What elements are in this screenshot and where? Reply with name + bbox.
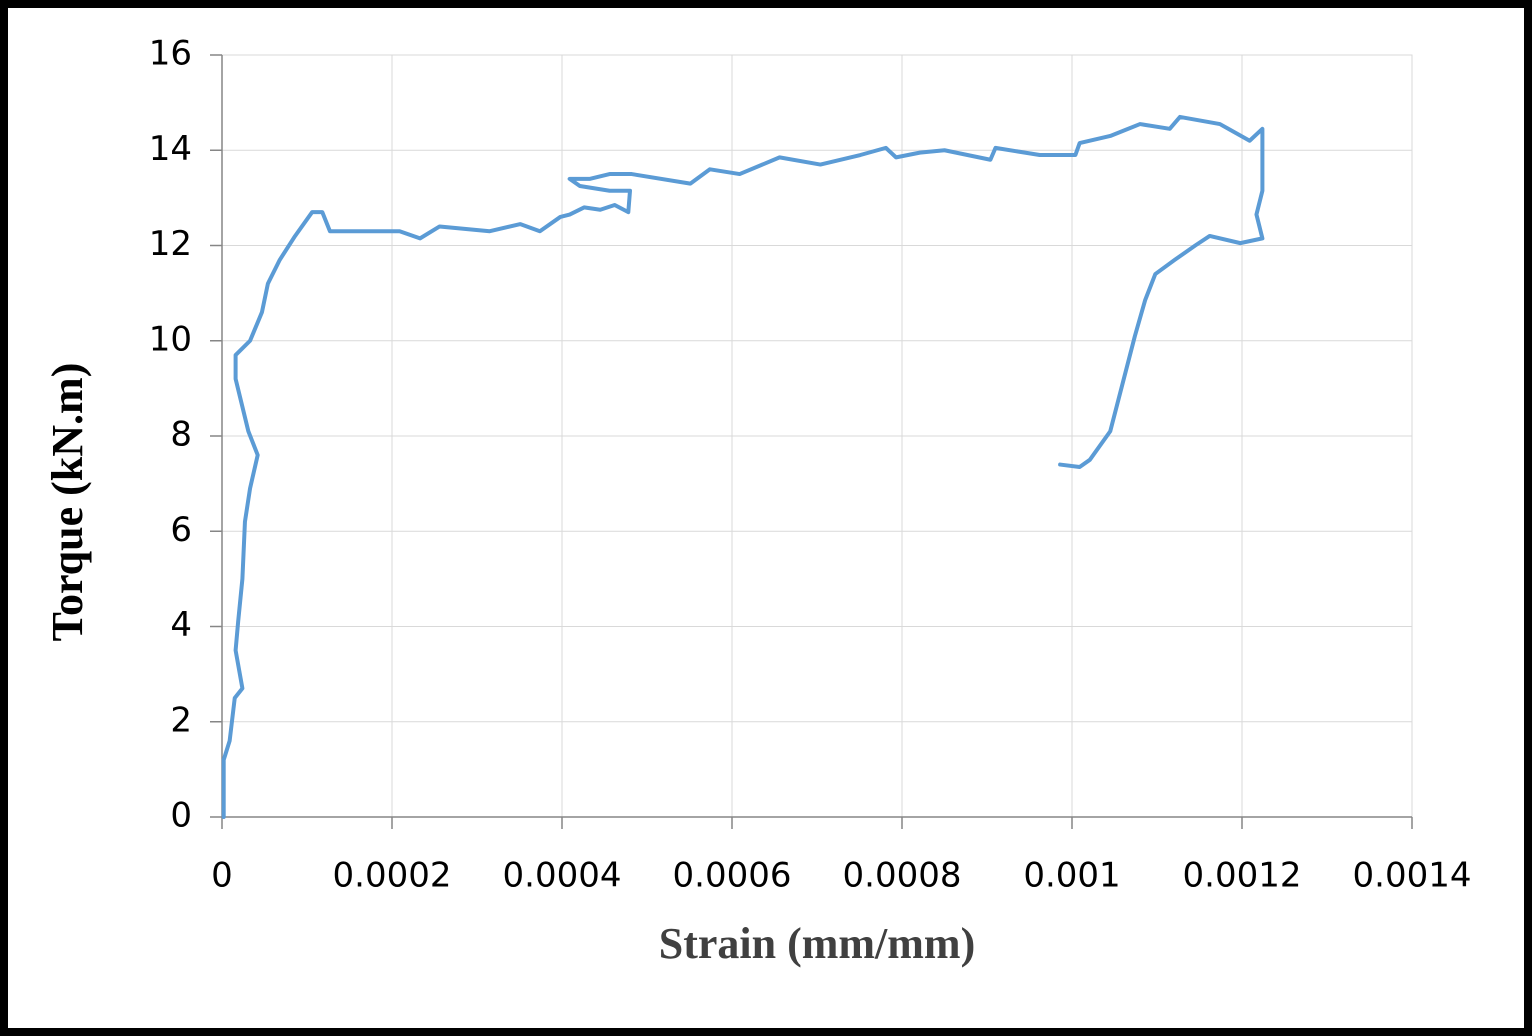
y-tick-label: 6 [170,510,192,550]
x-tick-label: 0.001 [1023,856,1120,896]
y-tick-label: 2 [170,700,192,740]
y-tick-label: 0 [170,796,192,836]
x-tick-label: 0.0012 [1183,856,1302,896]
x-tick-label: 0.0014 [1353,856,1472,896]
x-tick-label: 0.0004 [503,856,622,896]
x-tick-label: 0.0008 [843,856,962,896]
x-tick-label: 0 [211,856,233,896]
y-tick-label: 8 [170,415,192,455]
data-line [221,114,1265,819]
y-tick-label: 10 [149,319,192,359]
y-tick-label: 12 [149,224,192,264]
y-tick-label: 14 [149,129,192,169]
y-axis-title: Torque (kN.m) [43,363,92,642]
x-tick-label: 0.0002 [333,856,452,896]
x-axis-title: Strain (mm/mm) [659,919,976,968]
x-tick-label: 0.0006 [673,856,792,896]
y-tick-label: 16 [149,34,192,74]
y-tick-label: 4 [170,605,192,645]
